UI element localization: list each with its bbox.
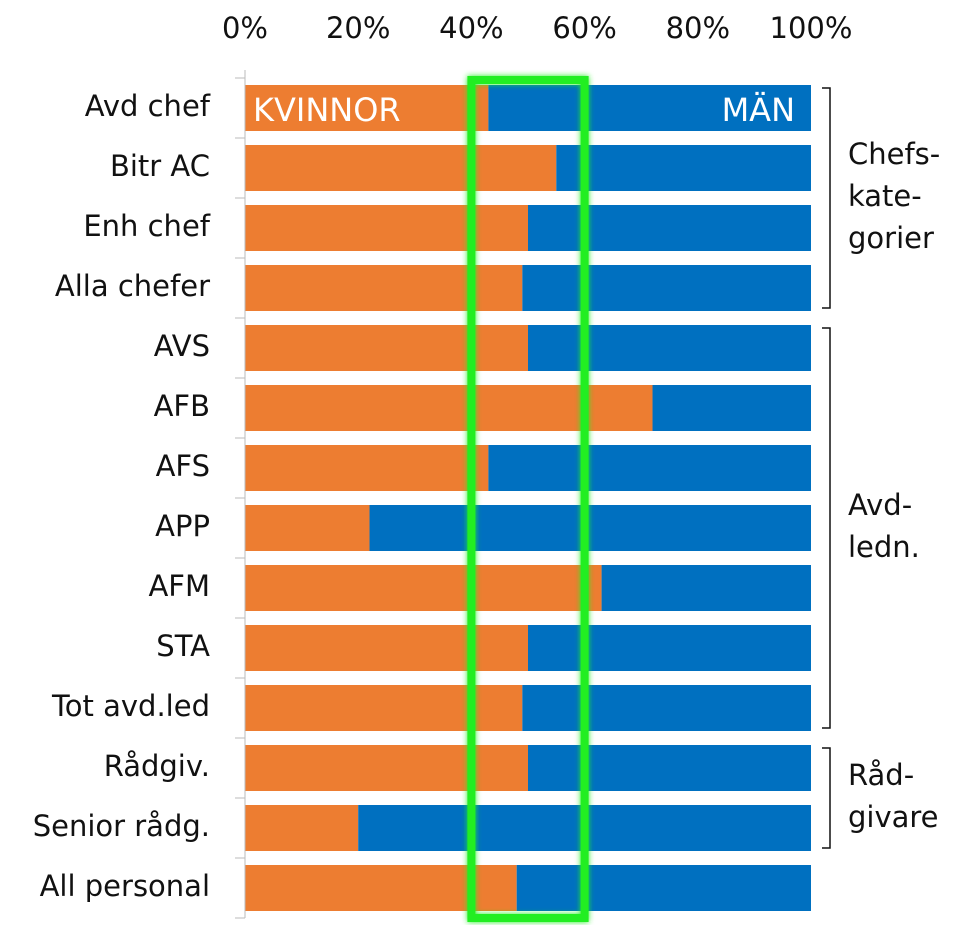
bar-segment bbox=[528, 205, 811, 251]
bar-segment bbox=[245, 325, 528, 371]
bar-segment bbox=[245, 625, 528, 671]
legend-label: MÄN bbox=[722, 91, 795, 129]
y-tick-label: AFS bbox=[156, 449, 210, 483]
group-label: Råd- bbox=[848, 758, 914, 792]
bar-segment bbox=[245, 685, 523, 731]
bar-segment bbox=[245, 505, 370, 551]
bar-segment bbox=[601, 565, 811, 611]
bar-segment bbox=[245, 445, 489, 491]
y-tick-label: AFM bbox=[148, 569, 210, 603]
bar-segment bbox=[488, 85, 811, 131]
y-tick-label: APP bbox=[155, 509, 210, 543]
bar-segment bbox=[522, 685, 811, 731]
y-tick-label: Bitr AC bbox=[110, 149, 210, 183]
bar-segment bbox=[245, 865, 517, 911]
bar-segment bbox=[245, 205, 528, 251]
y-tick-label: Rådgiv. bbox=[104, 749, 210, 783]
bar-segment bbox=[245, 745, 528, 791]
y-tick-label: AVS bbox=[154, 329, 210, 363]
bar-segment bbox=[556, 145, 811, 191]
bar-segment bbox=[245, 85, 489, 131]
group-bracket bbox=[822, 327, 831, 729]
group-bracket bbox=[822, 747, 831, 849]
x-tick-label: 20% bbox=[326, 11, 390, 45]
y-tick-label: Enh chef bbox=[83, 209, 210, 243]
y-tick-label: Tot avd.led bbox=[51, 689, 210, 723]
x-tick-label: 0% bbox=[222, 11, 268, 45]
legend-label: KVINNOR bbox=[253, 91, 401, 129]
bar-segment bbox=[528, 745, 811, 791]
y-tick-label: Alla chefer bbox=[55, 269, 210, 303]
x-tick-label: 40% bbox=[439, 11, 503, 45]
bar-segment bbox=[522, 265, 811, 311]
y-tick-label: All personal bbox=[40, 869, 210, 903]
group-label: kate- bbox=[848, 179, 922, 213]
bar-segment bbox=[528, 325, 811, 371]
highlight-box bbox=[467, 76, 589, 922]
bar-segment bbox=[245, 265, 523, 311]
bar-segment bbox=[245, 805, 359, 851]
bar-segment bbox=[369, 505, 811, 551]
group-label: gorier bbox=[848, 221, 934, 255]
bar-segment bbox=[245, 145, 557, 191]
bar-segment bbox=[528, 625, 811, 671]
bar-segment bbox=[245, 385, 653, 431]
y-tick-label: AFB bbox=[154, 389, 210, 423]
x-tick-label: 60% bbox=[552, 11, 616, 45]
bar-segment bbox=[516, 865, 811, 911]
bar-segment bbox=[245, 565, 602, 611]
group-label: ledn. bbox=[848, 530, 920, 564]
x-tick-label: 80% bbox=[666, 11, 730, 45]
x-tick-label: 100% bbox=[770, 11, 853, 45]
group-label: givare bbox=[848, 800, 939, 834]
bar-segment bbox=[652, 385, 811, 431]
y-tick-label: STA bbox=[156, 629, 210, 663]
bar-segment bbox=[488, 445, 811, 491]
y-tick-label: Avd chef bbox=[85, 89, 211, 123]
group-label: Chefs- bbox=[848, 137, 940, 171]
group-label: Avd- bbox=[848, 488, 912, 522]
y-tick-label: Senior rådg. bbox=[33, 809, 210, 843]
group-bracket bbox=[822, 87, 831, 309]
